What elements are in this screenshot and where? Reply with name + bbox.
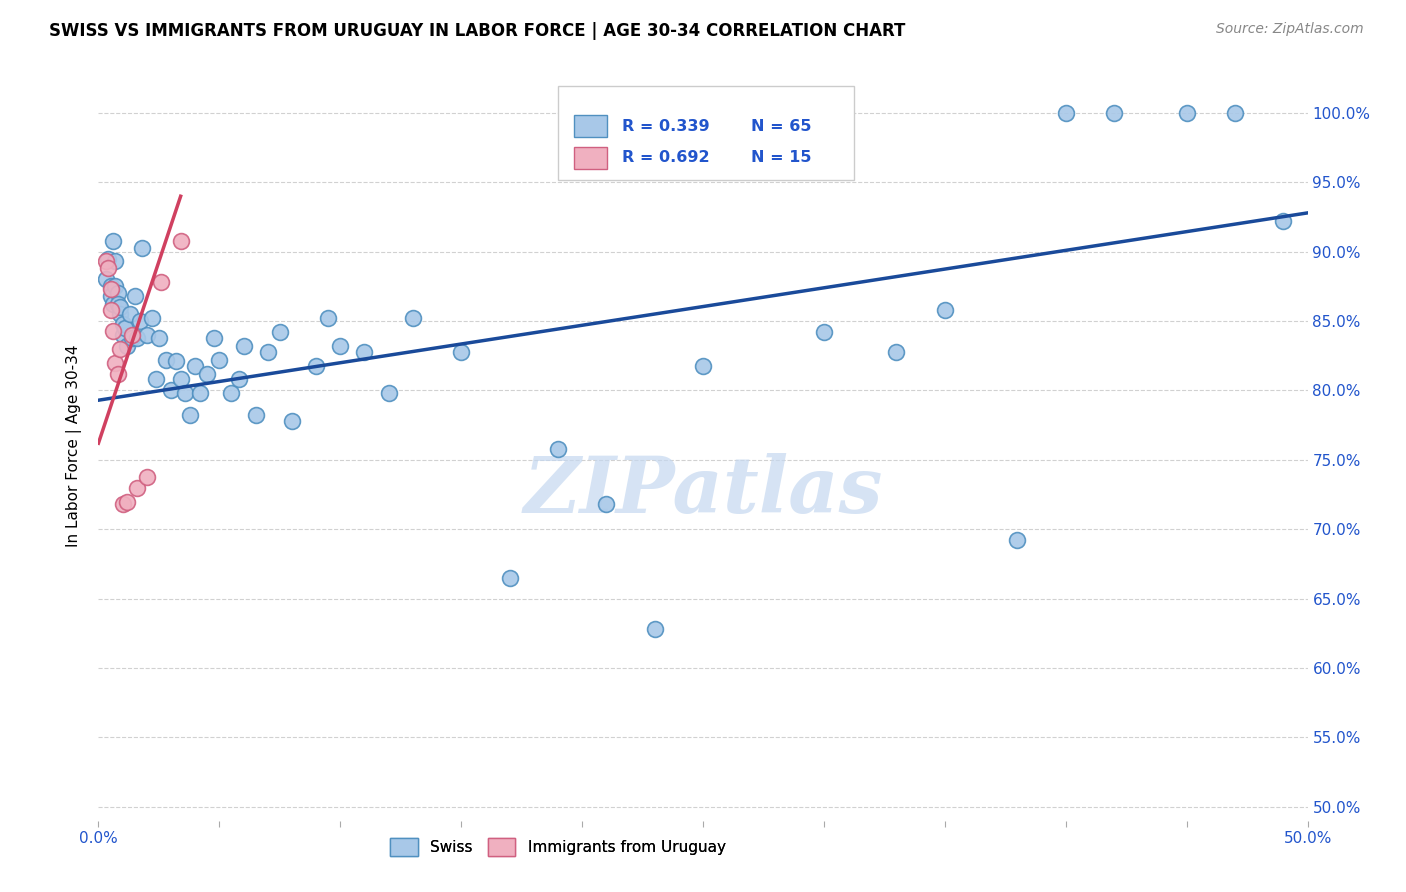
Point <box>1223 106 1246 120</box>
Point <box>644 622 666 636</box>
Point <box>1007 533 1029 548</box>
Point <box>228 372 250 386</box>
Point <box>150 275 173 289</box>
Point <box>131 241 153 255</box>
Point <box>498 571 520 585</box>
Point <box>94 272 117 286</box>
Point <box>305 359 328 373</box>
Point <box>111 328 134 343</box>
Point <box>232 339 254 353</box>
Point <box>402 311 425 326</box>
Point <box>127 481 149 495</box>
Point <box>813 325 835 339</box>
Point <box>269 325 291 339</box>
Point <box>1102 106 1125 120</box>
Point <box>256 344 278 359</box>
Text: N = 65: N = 65 <box>751 119 811 134</box>
Point <box>886 344 908 359</box>
Point <box>353 344 375 359</box>
Point <box>118 307 141 321</box>
Point <box>121 331 143 345</box>
Point <box>547 442 569 456</box>
Text: N = 15: N = 15 <box>751 150 811 165</box>
Point <box>97 261 120 276</box>
Text: SWISS VS IMMIGRANTS FROM URUGUAY IN LABOR FORCE | AGE 30-34 CORRELATION CHART: SWISS VS IMMIGRANTS FROM URUGUAY IN LABO… <box>49 22 905 40</box>
Point <box>111 497 134 511</box>
Point <box>141 311 163 326</box>
Point <box>145 372 167 386</box>
Point <box>165 354 187 368</box>
Point <box>377 386 399 401</box>
Point <box>221 386 243 401</box>
FancyBboxPatch shape <box>574 115 607 137</box>
Point <box>1054 106 1077 120</box>
Point <box>104 254 127 268</box>
Point <box>281 414 304 428</box>
FancyBboxPatch shape <box>574 147 607 169</box>
Point <box>245 409 267 423</box>
Point <box>204 331 226 345</box>
Text: Source: ZipAtlas.com: Source: ZipAtlas.com <box>1216 22 1364 37</box>
Point <box>148 331 170 345</box>
Point <box>195 367 218 381</box>
Point <box>104 356 127 370</box>
Point <box>316 311 339 326</box>
Point <box>101 234 124 248</box>
Point <box>108 342 131 356</box>
Point <box>107 367 129 381</box>
Point <box>108 300 131 314</box>
Point <box>100 279 122 293</box>
Point <box>107 297 129 311</box>
Point <box>127 331 149 345</box>
Point <box>100 282 122 296</box>
Point <box>104 279 127 293</box>
Point <box>1272 214 1295 228</box>
Point <box>692 359 714 373</box>
Point <box>100 289 122 303</box>
Point <box>135 469 157 483</box>
Legend: Swiss, Immigrants from Uruguay: Swiss, Immigrants from Uruguay <box>384 832 731 862</box>
Text: R = 0.692: R = 0.692 <box>621 150 710 165</box>
Point <box>100 303 122 318</box>
Point <box>94 254 117 268</box>
Point <box>117 494 139 508</box>
Point <box>97 252 120 266</box>
Point <box>329 339 352 353</box>
FancyBboxPatch shape <box>558 87 855 180</box>
Point <box>934 303 956 318</box>
Y-axis label: In Labor Force | Age 30-34: In Labor Force | Age 30-34 <box>66 344 83 548</box>
Point <box>174 386 197 401</box>
Point <box>101 324 124 338</box>
Point <box>169 234 191 248</box>
Point <box>155 353 177 368</box>
Point <box>179 409 201 423</box>
Point <box>450 344 472 359</box>
Point <box>108 307 131 321</box>
Point <box>188 386 211 401</box>
Point <box>595 497 617 511</box>
Point <box>114 321 136 335</box>
Text: ZIPatlas: ZIPatlas <box>523 453 883 529</box>
Point <box>128 314 150 328</box>
Point <box>1175 106 1198 120</box>
Point <box>121 328 143 343</box>
Point <box>169 372 191 386</box>
Point <box>111 317 134 331</box>
Point <box>107 286 129 301</box>
Point <box>184 359 207 373</box>
Point <box>101 297 124 311</box>
Point <box>117 339 139 353</box>
Point <box>160 384 183 398</box>
Text: R = 0.339: R = 0.339 <box>621 119 710 134</box>
Point <box>208 353 231 368</box>
Point <box>135 328 157 343</box>
Point <box>124 289 146 303</box>
